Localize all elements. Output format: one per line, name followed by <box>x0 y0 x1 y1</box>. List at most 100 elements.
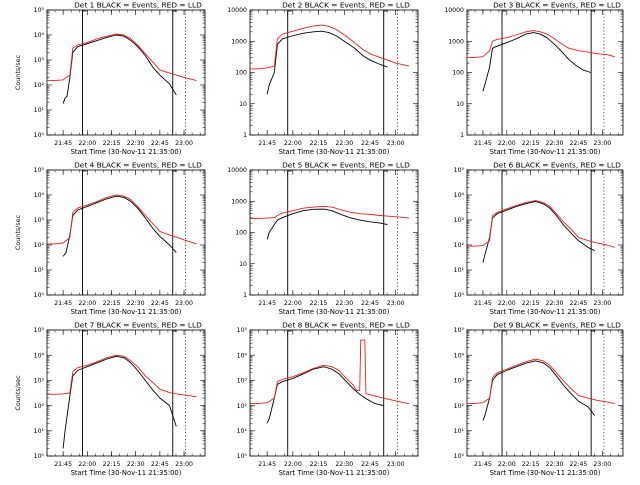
x-tick-label: 22:00 <box>284 140 302 147</box>
x-tick-label: 22:45 <box>361 461 379 468</box>
chart-title: Det 9 BLACK = Events, RED = LLD <box>493 321 621 330</box>
x-tick-label: 21:45 <box>54 140 72 147</box>
chart-panel-3: Det 3 BLACK = Events, RED = LLD 1 10 100 100… <box>444 1 624 156</box>
x-tick-label: 22:00 <box>284 461 302 468</box>
x-tick-label: 21:45 <box>258 461 276 468</box>
x-tick-label: 22:15 <box>103 300 121 307</box>
y-tick-label: 10¹ <box>237 428 248 435</box>
series-line-events <box>62 34 177 104</box>
marker-flag <box>590 170 596 177</box>
x-tick-label: 22:15 <box>310 461 328 468</box>
y-tick-label: 10² <box>237 403 248 410</box>
x-tick-label: 23:00 <box>175 461 193 468</box>
series-line-lld <box>47 354 197 398</box>
marker-flag <box>82 330 87 337</box>
y-tick-label: 1 <box>243 292 247 299</box>
y-tick-label: 10 <box>239 101 247 108</box>
series-line-events <box>482 32 591 92</box>
chart-panel-4: Det 4 BLACK = Events, RED = LLD Counts/se… <box>14 161 206 316</box>
x-tick-label: 22:15 <box>310 300 328 307</box>
y-tick-label: 10⁰ <box>237 453 248 460</box>
x-axis-label: Start Time (30-Nov-11 21:35:00) <box>490 308 601 316</box>
x-axis-label: Start Time (30-Nov-11 21:35:00) <box>490 148 601 156</box>
y-tick-label: 10⁴ <box>34 192 45 199</box>
x-tick-label: 21:45 <box>474 140 492 147</box>
y-tick-label: 10000 <box>227 7 247 14</box>
y-tick-label: 10² <box>34 403 45 410</box>
plot-frame <box>249 329 419 457</box>
x-tick-label: 22:45 <box>361 300 379 307</box>
x-tick-label: 22:30 <box>335 300 353 307</box>
y-tick-label: 10⁵ <box>34 167 45 174</box>
y-tick-label: 10³ <box>34 57 45 64</box>
y-tick-label: 10³ <box>454 217 465 224</box>
x-tick-label: 22:30 <box>127 300 145 307</box>
x-tick-label: 22:30 <box>127 140 145 147</box>
x-tick-label: 22:45 <box>151 461 169 468</box>
series-line-events <box>62 355 177 449</box>
y-tick-label: 10⁰ <box>34 453 45 460</box>
y-tick-label: 10² <box>454 242 465 249</box>
marker-flag <box>383 170 388 177</box>
chart-title: Det 4 BLACK = Events, RED = LLD <box>74 161 202 170</box>
series-line-lld <box>47 33 197 82</box>
series-line-events <box>266 208 388 240</box>
x-tick-label: 23:00 <box>593 300 611 307</box>
series-line-lld <box>467 200 615 248</box>
y-tick-label: 10 <box>456 101 464 108</box>
x-tick-label: 22:15 <box>310 140 328 147</box>
y-tick-label: 10000 <box>227 167 247 174</box>
chart-panel-8: Det 8 BLACK = Events, RED = LLD 10⁰ 10¹ 10²… <box>237 321 419 477</box>
x-tick-label: 22:15 <box>522 461 540 468</box>
y-tick-label: 10¹ <box>34 107 45 114</box>
x-tick-label: 22:00 <box>498 300 516 307</box>
y-tick-label: 10³ <box>454 378 465 385</box>
y-tick-label: 10² <box>34 82 45 89</box>
x-tick-label: 23:00 <box>593 461 611 468</box>
plot-frame <box>46 9 206 136</box>
series-line-lld <box>250 206 410 219</box>
chart-panel-7: Det 7 BLACK = Events, RED = LLD Counts/se… <box>14 321 206 477</box>
plot-frame <box>46 329 206 457</box>
marker-flag <box>383 10 388 17</box>
y-tick-label: 10⁰ <box>454 292 465 299</box>
chart-title: Det 1 BLACK = Events, RED = LLD <box>74 1 202 10</box>
x-axis-label: Start Time (30-Nov-11 21:35:00) <box>490 469 601 477</box>
y-tick-label: 10 <box>239 261 247 268</box>
plot-frame <box>466 329 624 457</box>
y-tick-label: 10¹ <box>34 428 45 435</box>
x-tick-label: 22:45 <box>151 300 169 307</box>
marker-flag <box>82 10 87 17</box>
marker-flag <box>501 170 507 177</box>
marker-flag <box>172 330 177 337</box>
x-tick-label: 22:15 <box>522 140 540 147</box>
x-tick-label: 21:45 <box>54 461 72 468</box>
marker-flag <box>172 170 177 177</box>
y-tick-label: 10² <box>454 403 465 410</box>
series-line-events <box>482 201 595 263</box>
y-tick-label: 10⁴ <box>454 352 465 359</box>
y-tick-label: 10⁰ <box>454 453 465 460</box>
x-tick-label: 23:00 <box>593 140 611 147</box>
marker-flag <box>501 10 507 17</box>
x-tick-label: 22:00 <box>78 461 96 468</box>
x-tick-label: 21:45 <box>474 461 492 468</box>
series-line-lld <box>250 339 410 405</box>
marker-flag <box>590 10 596 17</box>
x-axis-label: Start Time (30-Nov-11 21:35:00) <box>71 469 182 477</box>
x-tick-label: 22:00 <box>284 300 302 307</box>
chart-panel-2: Det 2 BLACK = Events, RED = LLD 1 10 100 100… <box>227 1 419 156</box>
y-tick-label: 10² <box>34 242 45 249</box>
series-line-lld <box>47 194 197 245</box>
y-axis-label: Counts/sec <box>14 214 22 250</box>
chart-title: Det 6 BLACK = Events, RED = LLD <box>493 161 621 170</box>
x-axis-label: Start Time (30-Nov-11 21:35:00) <box>279 308 390 316</box>
marker-flag <box>287 170 292 177</box>
y-tick-label: 100 <box>235 230 247 237</box>
y-tick-label: 1 <box>460 132 464 139</box>
chart-title: Det 5 BLACK = Events, RED = LLD <box>282 161 410 170</box>
marker-flag <box>383 330 388 337</box>
y-axis-label: Counts/sec <box>14 375 22 411</box>
x-tick-label: 22:45 <box>361 140 379 147</box>
x-tick-label: 23:00 <box>387 461 405 468</box>
